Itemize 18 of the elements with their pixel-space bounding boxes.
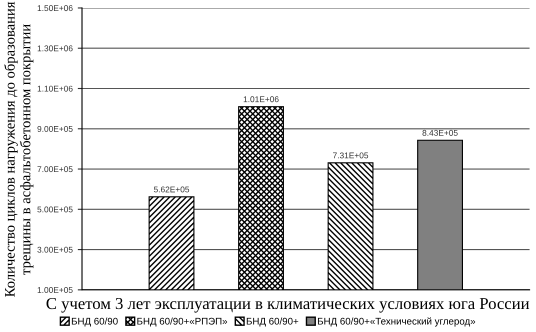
legend-label: БНД 60/90+: [246, 318, 298, 326]
y-tick-label: 3.00E+05: [37, 246, 73, 253]
x-axis-title: С учетом 3 лет эксплуатации в климатических условиях юга России: [46, 298, 530, 313]
data-label: 1.01E+06: [244, 96, 279, 102]
data-label: 5.62E+05: [154, 186, 190, 192]
y-tick-label: 1.10E+06: [38, 86, 73, 92]
data-label: 7.31E+05: [333, 152, 368, 158]
legend-label: БНД 60/90+«РПЭП»: [137, 318, 228, 326]
y-tick-label: 7.00E+05: [37, 166, 73, 172]
data-label: 8.43E+05: [422, 130, 458, 136]
legend-label: БНД 60/90+«Технический углерод»: [318, 317, 476, 327]
y-tick-label: 9.00E+05: [37, 126, 73, 132]
y-tick-label: 1.00E+05: [38, 287, 73, 293]
y-tick-label: 5.00E+05: [37, 206, 73, 212]
legend-label: БНД 60/90: [72, 318, 118, 326]
y-tick-label: 1.30E+06: [38, 45, 73, 52]
y-tick-label: 1.50E+06: [38, 5, 73, 12]
y-axis-title: Количество циклов нагружения до образования трещины в асфальтобетонном покрытии: [4, 2, 34, 297]
